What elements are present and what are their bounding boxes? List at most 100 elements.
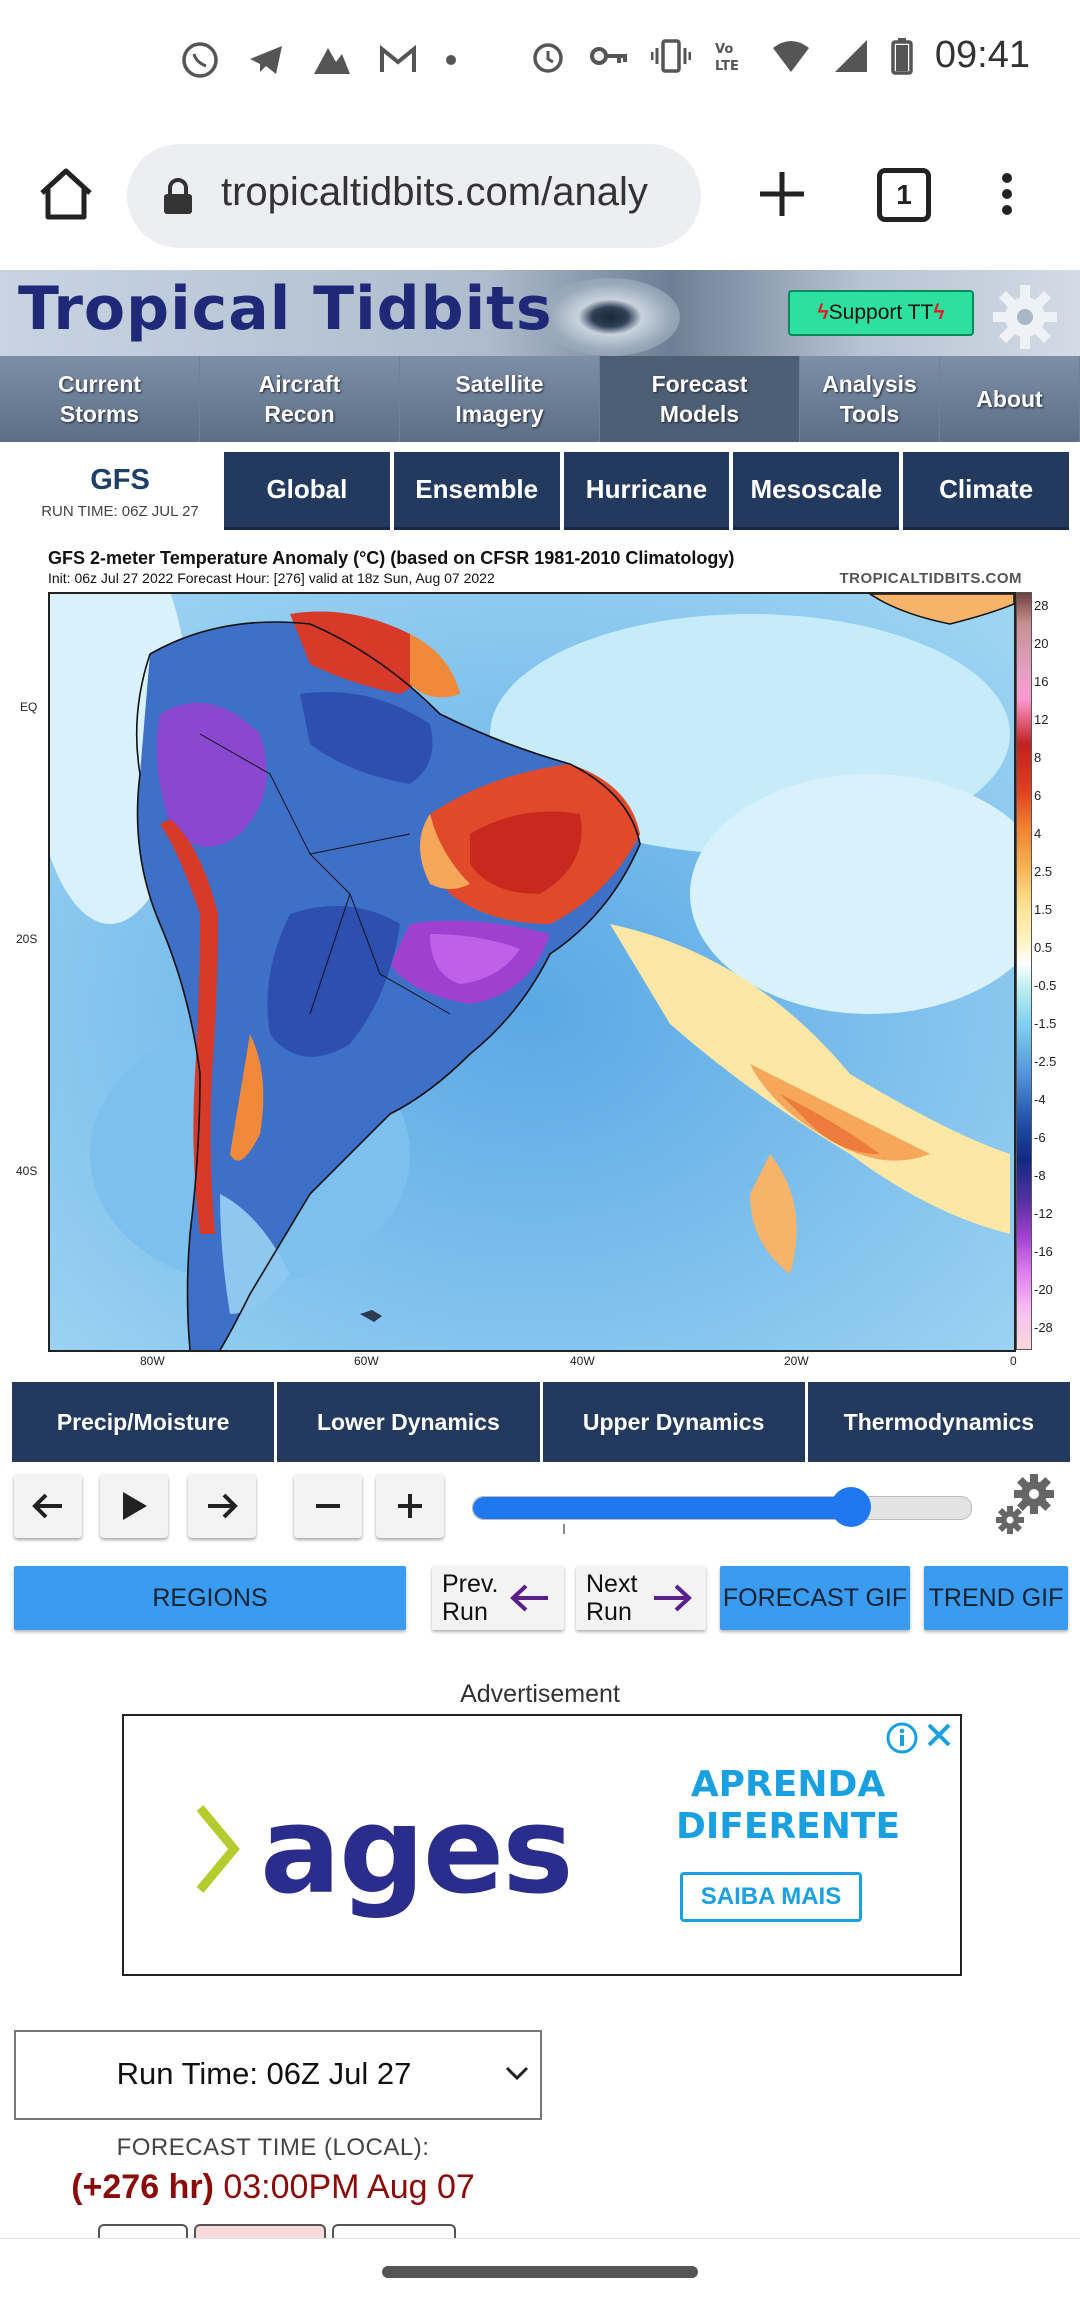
- address-bar[interactable]: tropicaltidbits.com/analy: [127, 144, 701, 248]
- colorbar-tick: 1.5: [1034, 902, 1053, 917]
- tab-thermodynamics[interactable]: Thermodynamics: [807, 1382, 1070, 1462]
- lat-label-40s: 40S: [16, 1164, 38, 1178]
- next-run-label: Next Run: [586, 1570, 637, 1626]
- zoom-in-button[interactable]: [376, 1474, 444, 1538]
- battery-icon: [891, 37, 913, 75]
- animation-settings-gears-icon[interactable]: [990, 1470, 1060, 1540]
- colorbar-tick: 28: [1034, 598, 1049, 613]
- trend-gif-button[interactable]: TREND GIF: [924, 1566, 1068, 1630]
- new-tab-icon[interactable]: [752, 164, 812, 224]
- colorbar-tick: -28: [1034, 1320, 1053, 1335]
- tab-upper-dynamics[interactable]: Upper Dynamics: [542, 1382, 805, 1462]
- arrow-left-icon: [32, 1493, 62, 1519]
- next-frame-button[interactable]: [188, 1474, 256, 1538]
- lon-label-80w: 80W: [140, 1354, 165, 1368]
- map-title: GFS 2-meter Temperature Anomaly (°C) (ba…: [48, 548, 735, 568]
- lon-label-60w: 60W: [354, 1354, 379, 1368]
- key-icon: [589, 46, 627, 65]
- ages-chevron-logo: [196, 1805, 240, 1893]
- volte-icon: Vo LTE: [715, 42, 739, 74]
- home-icon[interactable]: [36, 165, 96, 225]
- site-nav: Current Storms Aircraft Recon Satellite …: [0, 356, 1080, 442]
- colorbar-tick: 12: [1034, 712, 1049, 727]
- gmail-icon: [380, 44, 416, 72]
- lon-label-0: 0: [1010, 1354, 1017, 1368]
- support-button[interactable]: ϟSupport TTϟ: [788, 290, 974, 336]
- forecast-datetime: 03:00PM Aug 07: [223, 2168, 475, 2206]
- lon-label-20w: 20W: [784, 1354, 809, 1368]
- forecast-hour-slider[interactable]: [472, 1487, 972, 1527]
- next-run-button[interactable]: Next Run: [576, 1566, 706, 1630]
- tab-ensemble[interactable]: Ensemble: [393, 452, 560, 530]
- tab-mesoscale[interactable]: Mesoscale: [733, 452, 900, 530]
- dot-icon: [446, 55, 456, 65]
- tab-global[interactable]: Global: [224, 452, 390, 530]
- nav-current-storms[interactable]: Current Storms: [0, 356, 200, 442]
- partial-button[interactable]: [98, 2224, 188, 2246]
- nav-aircraft-recon[interactable]: Aircraft Recon: [200, 356, 400, 442]
- tab-climate[interactable]: Climate: [903, 452, 1069, 530]
- slider-fill: [473, 1497, 852, 1519]
- vibrate-icon: [650, 38, 691, 73]
- nav-satellite-imagery[interactable]: Satellite Imagery: [400, 356, 600, 442]
- ad-brand: ages: [260, 1782, 574, 1921]
- colorbar-tick: 2.5: [1034, 864, 1053, 879]
- colorbar-tick: -2.5: [1034, 1054, 1057, 1069]
- tab-lower-dynamics[interactable]: Lower Dynamics: [277, 1382, 540, 1462]
- colorbar-tick: -1.5: [1034, 1016, 1057, 1031]
- site-header: Tropical Tidbits ϟSupport TTϟ: [0, 270, 1080, 356]
- ad-close-icon[interactable]: [924, 1720, 954, 1750]
- prev-run-button[interactable]: Prev. Run: [432, 1566, 564, 1630]
- temperature-anomaly-map[interactable]: [48, 592, 1016, 1352]
- colorbar-tick: 0.5: [1034, 940, 1053, 955]
- site-logo[interactable]: Tropical Tidbits: [18, 274, 553, 344]
- telegram-icon: [250, 46, 282, 74]
- ad-cta-button[interactable]: SAIBA MAIS: [680, 1872, 862, 1922]
- tab-hurricane[interactable]: Hurricane: [563, 452, 730, 530]
- run-time-select[interactable]: Run Time: 06Z Jul 27: [14, 2030, 542, 2120]
- lock-icon: [164, 178, 192, 214]
- nav-analysis-tools[interactable]: Analysis Tools: [800, 356, 940, 442]
- ad-info-icon[interactable]: [886, 1722, 918, 1754]
- tab-precip-moisture[interactable]: Precip/Moisture: [12, 1382, 275, 1462]
- settings-gear-icon[interactable]: [990, 282, 1060, 352]
- prev-run-label: Prev. Run: [442, 1570, 499, 1626]
- more-menu-icon[interactable]: [1000, 172, 1014, 216]
- variable-category-tabs: Precip/Moisture Lower Dynamics Upper Dyn…: [12, 1382, 1070, 1462]
- forecast-gif-button[interactable]: FORECAST GIF: [720, 1566, 910, 1630]
- next-run-line2: Run: [586, 1598, 632, 1626]
- colorbar-tick: -16: [1034, 1244, 1053, 1259]
- url-text: tropicaltidbits.com/analy: [221, 170, 648, 214]
- signal-icon: [834, 39, 867, 72]
- colorbar-tick: -0.5: [1034, 978, 1057, 993]
- run-time-value: Run Time: 06Z Jul 27: [116, 2056, 412, 2091]
- tab-switcher-button[interactable]: 1: [877, 168, 931, 222]
- arrow-left-icon: [510, 1584, 548, 1612]
- home-gesture-bar[interactable]: [382, 2266, 698, 2278]
- lon-label-40w: 40W: [570, 1354, 595, 1368]
- nav-about[interactable]: About: [940, 356, 1080, 442]
- nav-forecast-models[interactable]: Forecast Models: [600, 356, 800, 442]
- colorbar-tick: -8: [1034, 1168, 1046, 1183]
- slider-tick: [563, 1524, 565, 1534]
- alarm-icon: [533, 42, 563, 73]
- colorbar-tick: 16: [1034, 674, 1049, 689]
- play-button[interactable]: [100, 1474, 168, 1538]
- status-bar: Vo LTE 09:41: [0, 0, 1080, 120]
- model-bar: GFS RUN TIME: 06Z JUL 27 Global Ensemble…: [0, 452, 1080, 532]
- support-label: Support TT: [828, 301, 934, 324]
- regions-button[interactable]: REGIONS: [14, 1566, 406, 1630]
- previous-frame-button[interactable]: [14, 1474, 82, 1538]
- ad-headline-line1: APRENDA: [690, 1764, 886, 1805]
- advertisement-banner[interactable]: ages APRENDA DIFERENTE SAIBA MAIS: [122, 1714, 962, 1976]
- prev-run-line2: Run: [442, 1598, 488, 1626]
- colorbar-tick: -6: [1034, 1130, 1046, 1145]
- slider-knob[interactable]: [831, 1487, 872, 1527]
- colorbar-tick: -20: [1034, 1282, 1053, 1297]
- partial-button[interactable]: [332, 2224, 456, 2246]
- colorbar-tick: 8: [1034, 750, 1042, 765]
- plus-icon: [398, 1494, 422, 1518]
- browser-toolbar: tropicaltidbits.com/analy 1: [0, 120, 1080, 270]
- whatsapp-icon: [182, 42, 218, 78]
- zoom-out-button[interactable]: [294, 1474, 362, 1538]
